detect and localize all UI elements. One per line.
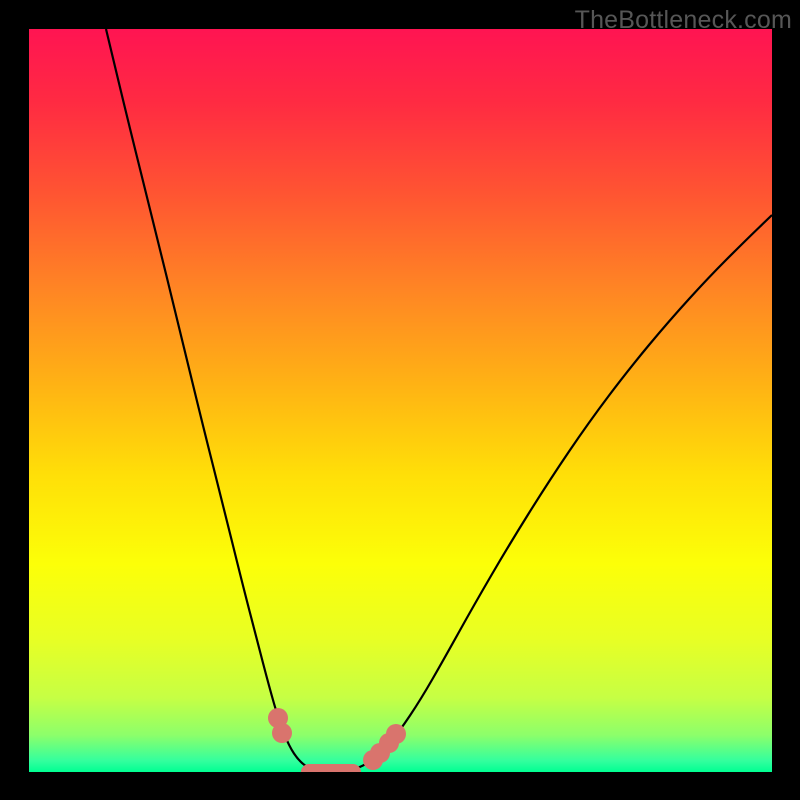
marker-dot bbox=[272, 723, 292, 743]
marker-dot bbox=[386, 724, 406, 744]
plot-svg bbox=[29, 29, 772, 772]
plot-area bbox=[29, 29, 772, 772]
gradient-background bbox=[29, 29, 772, 772]
chart-stage: TheBottleneck.com bbox=[0, 0, 800, 800]
marker-bar bbox=[301, 764, 361, 772]
